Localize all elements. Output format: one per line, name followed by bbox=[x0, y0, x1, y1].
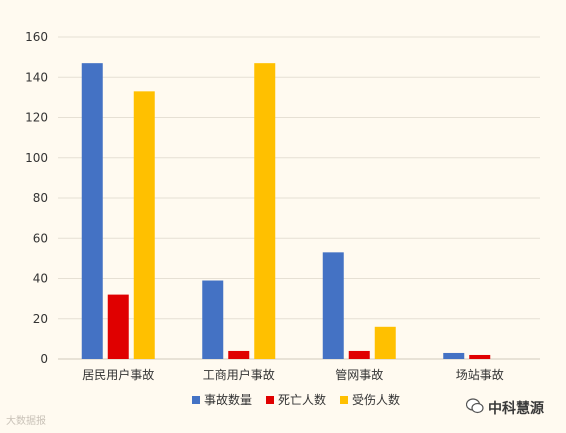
y-tick-label: 20 bbox=[33, 312, 48, 326]
bar-2 bbox=[348, 350, 370, 359]
watermark-right: 中科慧源 bbox=[488, 401, 544, 417]
y-tick-label: 40 bbox=[33, 272, 48, 286]
y-tick-label: 160 bbox=[25, 30, 48, 44]
bar-1 bbox=[443, 352, 465, 359]
bar-3 bbox=[374, 326, 396, 359]
bar-1 bbox=[202, 280, 224, 359]
legend-swatch bbox=[340, 396, 348, 404]
legend-swatch bbox=[266, 396, 274, 404]
bar-1 bbox=[322, 252, 344, 359]
y-tick-label: 80 bbox=[33, 191, 48, 205]
x-tick-label: 场站事故 bbox=[456, 367, 504, 382]
x-tick-label: 管网事故 bbox=[335, 367, 383, 382]
bar-1 bbox=[81, 63, 103, 359]
y-tick-label: 140 bbox=[25, 70, 48, 84]
wechat-icon bbox=[466, 398, 484, 414]
bar-3 bbox=[254, 63, 276, 359]
bar-2 bbox=[469, 354, 491, 359]
watermark-left: 大数据报 bbox=[6, 416, 46, 427]
y-tick-label: 60 bbox=[33, 231, 48, 245]
legend-label: 受伤人数 bbox=[352, 392, 400, 407]
bar-2 bbox=[228, 350, 250, 359]
y-tick-label: 120 bbox=[25, 111, 48, 125]
bar-2 bbox=[107, 294, 129, 359]
y-tick-label: 0 bbox=[40, 352, 48, 366]
x-tick-label: 居民用户事故 bbox=[82, 367, 154, 382]
legend-swatch bbox=[192, 396, 200, 404]
bar-3 bbox=[133, 91, 155, 360]
legend-label: 事故数量 bbox=[204, 392, 252, 407]
legend-label: 死亡人数 bbox=[278, 392, 326, 407]
y-tick-label: 100 bbox=[25, 151, 48, 165]
x-tick-label: 工商用户事故 bbox=[203, 367, 275, 382]
